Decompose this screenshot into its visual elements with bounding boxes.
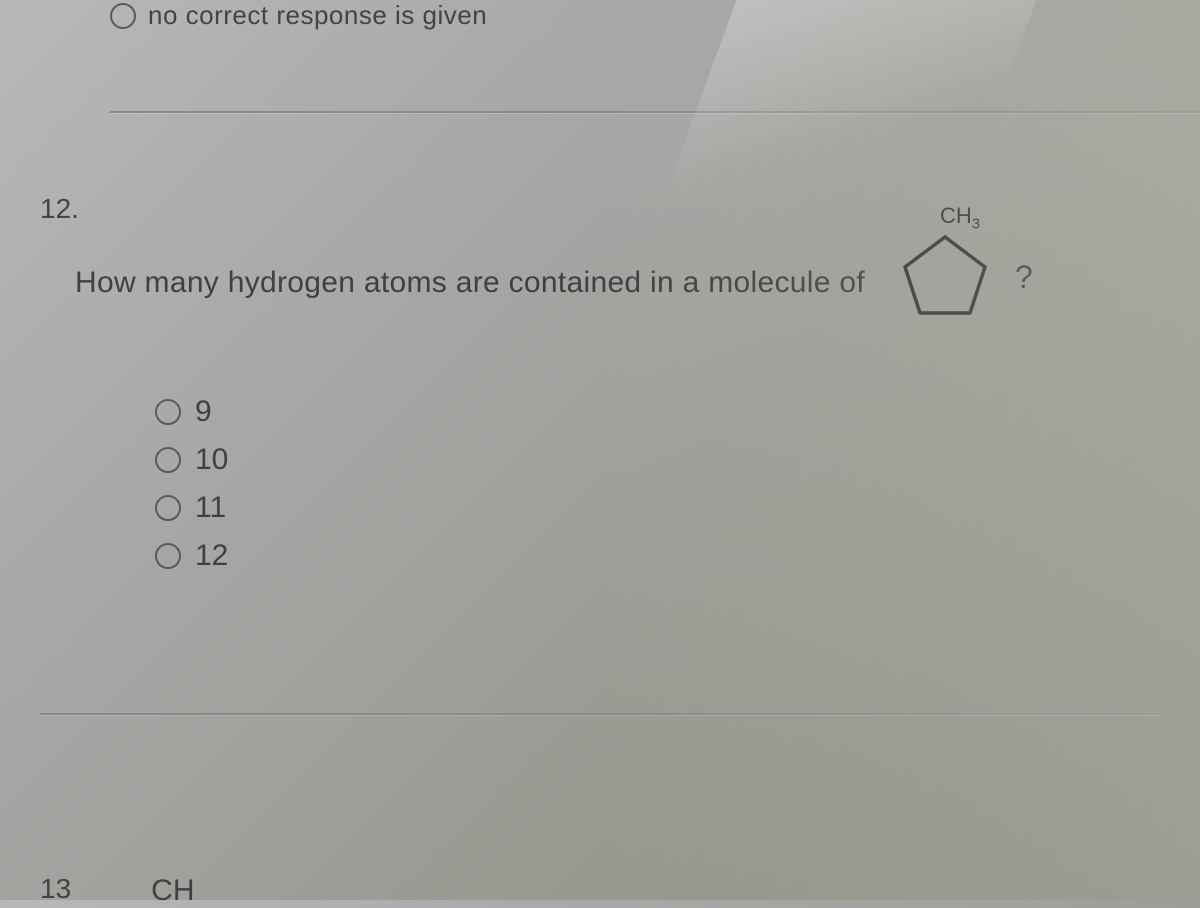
- next-question-fragment: 13 CH: [40, 873, 195, 900]
- radio-button[interactable]: [110, 3, 136, 29]
- option-row[interactable]: 12: [155, 539, 1160, 573]
- partial-text: CH: [151, 874, 194, 908]
- option-value: 10: [195, 443, 228, 477]
- option-row[interactable]: 11: [155, 491, 1160, 525]
- radio-button[interactable]: [155, 447, 181, 473]
- molecule-diagram: CH3: [885, 205, 1005, 325]
- question-divider: [40, 713, 1160, 715]
- option-label: no correct response is given: [148, 0, 487, 31]
- pentagon-ring-icon: [900, 235, 990, 321]
- option-row[interactable]: 9: [155, 395, 1160, 429]
- question-text: How many hydrogen atoms are contained in…: [75, 266, 865, 300]
- option-value: 9: [195, 395, 212, 429]
- previous-question-fragment: no correct response is given: [0, 0, 1200, 113]
- question-mark: ?: [1015, 259, 1033, 296]
- option-value: 11: [195, 491, 226, 525]
- option-row[interactable]: no correct response is given: [110, 0, 1200, 31]
- option-row[interactable]: 10: [155, 443, 1160, 477]
- answer-options-list: 9 10 11 12: [40, 325, 1160, 573]
- question-number: 13: [40, 873, 71, 905]
- radio-button[interactable]: [155, 399, 181, 425]
- question-12-container: 12. How many hydrogen atoms are containe…: [0, 193, 1200, 715]
- question-divider: [110, 111, 1200, 113]
- question-content-row: How many hydrogen atoms are contained in…: [40, 240, 1160, 325]
- radio-button[interactable]: [155, 543, 181, 569]
- molecule-substituent-label: CH3: [940, 203, 980, 232]
- radio-button[interactable]: [155, 495, 181, 521]
- option-value: 12: [195, 539, 228, 573]
